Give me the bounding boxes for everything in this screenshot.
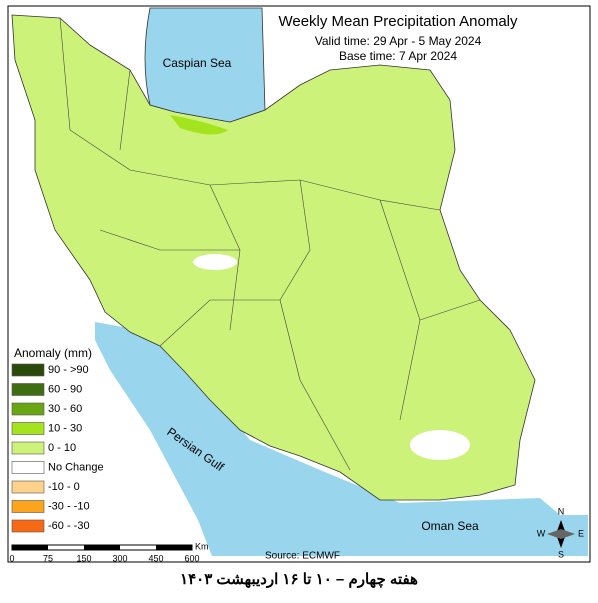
compass: N S E W: [537, 506, 584, 559]
scale-unit: Km: [195, 541, 209, 551]
legend-swatch: [11, 363, 45, 377]
scale-label: 75: [43, 553, 53, 563]
valid-time: Valid time: 29 Apr - 5 May 2024: [315, 34, 482, 48]
legend-swatch: [11, 402, 45, 416]
scale-segment: [156, 545, 192, 550]
legend-swatch: [11, 500, 45, 513]
scale-segment: [12, 545, 48, 550]
legend-label: -60 - -30: [48, 520, 90, 532]
legend-swatch: [11, 441, 45, 455]
legend-label: 90 - >90: [48, 364, 89, 376]
scale-segment: [84, 545, 120, 550]
legend-label: 10 - 30: [48, 422, 82, 434]
southern-sea: [95, 322, 588, 556]
legend-swatch: [11, 422, 45, 435]
province-borders: [59, 17, 481, 471]
source: Source: ECMWF: [265, 551, 340, 562]
compass-s: S: [558, 549, 564, 559]
legend-label: -30 - -10: [48, 500, 90, 512]
scale-label: 150: [76, 553, 91, 563]
legend-label: No Change: [48, 461, 104, 473]
sea-label: Caspian Sea: [163, 56, 232, 70]
caspian-sea: [144, 7, 266, 123]
scale-label: 300: [112, 553, 127, 563]
sea-label: Oman Sea: [421, 519, 479, 533]
compass-w: W: [537, 528, 546, 538]
legend-label: 30 - 60: [48, 403, 82, 415]
scale-label: 450: [148, 553, 163, 563]
caption: هفته چهارم – ۱۰ تا ۱۶ اردیبهشت ۱۴۰۳: [180, 571, 418, 588]
legend-swatch: [11, 461, 45, 474]
scale-label: 600: [184, 553, 199, 563]
no-change-area: [193, 254, 237, 270]
legend-label: -10 - 0: [48, 481, 80, 493]
base-time: Base time: 7 Apr 2024: [339, 49, 457, 63]
no-change-area: [410, 430, 470, 460]
legend-label: 60 - 90: [48, 383, 82, 395]
legend-swatch: [11, 519, 45, 533]
legend-label: 0 - 10: [48, 442, 76, 454]
legend-swatch: [11, 480, 45, 494]
compass-n: N: [558, 506, 565, 516]
map-title: Weekly Mean Precipitation Anomaly: [278, 13, 518, 30]
legend-title: Anomaly (mm): [14, 346, 92, 360]
wet-area: [170, 115, 228, 135]
compass-e: E: [578, 528, 584, 538]
scale-label: 0: [9, 553, 14, 563]
legend-swatch: [11, 383, 45, 396]
